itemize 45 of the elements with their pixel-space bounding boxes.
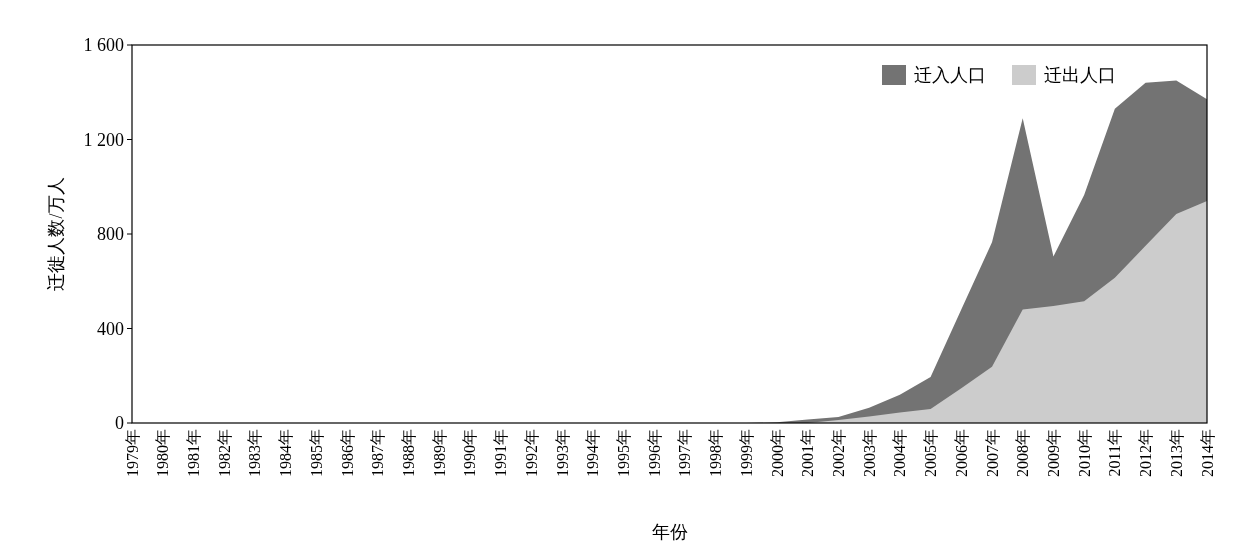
x-tick-label: 2008年	[1014, 429, 1032, 477]
x-tick-label: 2011年	[1106, 429, 1124, 477]
x-tick-label: 1988年	[400, 429, 418, 477]
x-tick-label: 1993年	[553, 429, 571, 477]
x-tick-label: 1986年	[338, 429, 356, 477]
x-tick-label: 1991年	[492, 429, 510, 477]
x-tick-label: 2014年	[1198, 429, 1216, 477]
x-tick-label: 1980年	[154, 429, 172, 477]
x-tick-label: 1984年	[277, 429, 295, 477]
x-tick-label: 1989年	[430, 429, 448, 477]
x-tick-label: 1995年	[615, 429, 633, 477]
y-tick-label: 1 200	[83, 129, 124, 150]
x-tick-label: 1981年	[185, 429, 203, 477]
x-tick-label: 1998年	[707, 429, 725, 477]
y-axis-title: 迁徙人数/万人	[46, 177, 66, 291]
x-tick-label: 2000年	[768, 429, 786, 477]
x-tick-label: 2013年	[1167, 429, 1185, 477]
x-tick-label: 2009年	[1045, 429, 1063, 477]
x-tick-label: 1997年	[676, 429, 694, 477]
x-tick-label: 2001年	[799, 429, 817, 477]
x-axis-title: 年份	[651, 522, 688, 542]
x-tick-label: 1987年	[369, 429, 387, 477]
x-tick-label: 2007年	[983, 429, 1001, 477]
x-tick-label: 1996年	[645, 429, 663, 477]
x-tick-label: 2002年	[830, 429, 848, 477]
legend-label: 迁入人口	[914, 65, 986, 86]
y-tick-label: 800	[97, 224, 124, 245]
legend-label: 迁出人口	[1044, 65, 1116, 86]
x-tick-label: 1994年	[584, 429, 602, 477]
x-tick-label: 1983年	[246, 429, 264, 477]
x-tick-label: 2005年	[922, 429, 940, 477]
x-tick-label: 2012年	[1137, 429, 1155, 477]
x-tick-label: 1982年	[215, 429, 233, 477]
x-tick-label: 2003年	[860, 429, 878, 477]
x-tick-label: 1999年	[737, 429, 755, 477]
x-tick-label: 1979年	[123, 429, 141, 477]
x-tick-label: 2004年	[891, 429, 909, 477]
x-tick-label: 2006年	[952, 429, 970, 477]
x-tick-label: 1985年	[307, 429, 325, 477]
y-tick-label: 400	[97, 318, 124, 339]
x-tick-label: 2010年	[1075, 429, 1093, 477]
y-tick-label: 0	[115, 413, 124, 434]
y-tick-label: 1 600	[83, 35, 124, 56]
x-tick-label: 1990年	[461, 429, 479, 477]
x-tick-label: 1992年	[522, 429, 540, 477]
